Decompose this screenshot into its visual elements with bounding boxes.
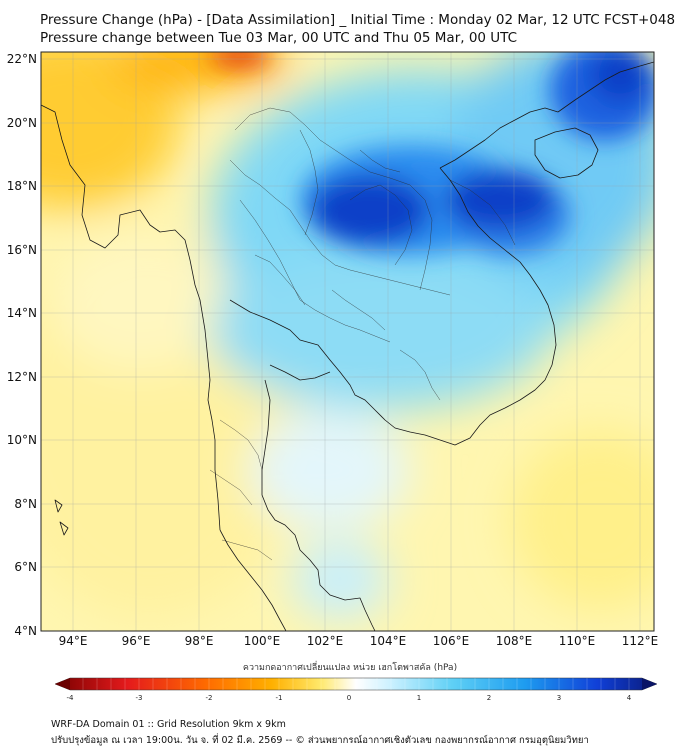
lat-tick-6: 6°N — [14, 560, 37, 574]
map-frame — [40, 51, 655, 632]
cb-tick--1: -1 — [276, 694, 283, 702]
chart-title: Pressure Change (hPa) - [Data Assimilati… — [40, 12, 676, 28]
lat-tick-22: 22°N — [7, 52, 37, 66]
chart-subtitle: Pressure change between Tue 03 Mar, 00 U… — [40, 30, 518, 46]
lon-tick-96: 96°E — [122, 634, 151, 648]
colorbar-ticks: -4 -3 -2 -1 0 1 2 3 4 — [67, 694, 632, 702]
cb-tick--3: -3 — [136, 694, 143, 702]
cb-tick-2: 2 — [487, 694, 491, 702]
pressure-field — [41, 52, 654, 631]
lon-tick-106: 106°E — [433, 634, 470, 648]
lat-tick-8: 8°N — [14, 497, 37, 511]
cb-tick-0: 0 — [347, 694, 351, 702]
cb-tick-4: 4 — [627, 694, 632, 702]
lon-tick-110: 110°E — [559, 634, 596, 648]
coastlines — [41, 61, 654, 631]
lat-tick-16: 16°N — [7, 243, 37, 257]
cb-tick--4: -4 — [67, 694, 75, 702]
latitude-axis: 22°N 20°N 18°N 16°N 14°N 12°N 10°N 8°N 6… — [7, 52, 37, 638]
lon-tick-108: 108°E — [496, 634, 533, 648]
lat-tick-10: 10°N — [7, 433, 37, 447]
lon-tick-100: 100°E — [244, 634, 281, 648]
cb-tick-3: 3 — [557, 694, 561, 702]
pressure-change-map: 22°N 20°N 18°N 16°N 14°N 12°N 10°N 8°N 6… — [7, 51, 659, 702]
lon-tick-98: 98°E — [185, 634, 214, 648]
colorbar-title: ความกดอากาศเปลี่ยนแปลง หน่วย เฮกโตพาสคัล… — [243, 660, 457, 673]
lat-tick-14: 14°N — [7, 306, 37, 320]
footer-update-info: ปรับปรุงข้อมูล ณ เวลา 19:00น. วัน จ. ที่… — [51, 735, 589, 746]
lon-tick-112: 112°E — [622, 634, 659, 648]
footer-model-info: WRF-DA Domain 01 :: Grid Resolution 9km … — [51, 719, 286, 730]
lon-tick-104: 104°E — [370, 634, 407, 648]
gridlines — [41, 52, 654, 631]
lat-tick-12: 12°N — [7, 370, 37, 384]
province-boundaries — [209, 107, 516, 561]
longitude-axis: 94°E 96°E 98°E 100°E 102°E 104°E 106°E 1… — [59, 634, 659, 648]
lat-tick-20: 20°N — [7, 116, 37, 130]
lat-tick-4: 4°N — [14, 624, 37, 638]
lon-tick-102: 102°E — [307, 634, 344, 648]
cb-tick-1: 1 — [417, 694, 421, 702]
lat-tick-18: 18°N — [7, 179, 37, 193]
colorbar — [54, 677, 658, 691]
lon-tick-94: 94°E — [59, 634, 88, 648]
cb-tick--2: -2 — [206, 694, 213, 702]
